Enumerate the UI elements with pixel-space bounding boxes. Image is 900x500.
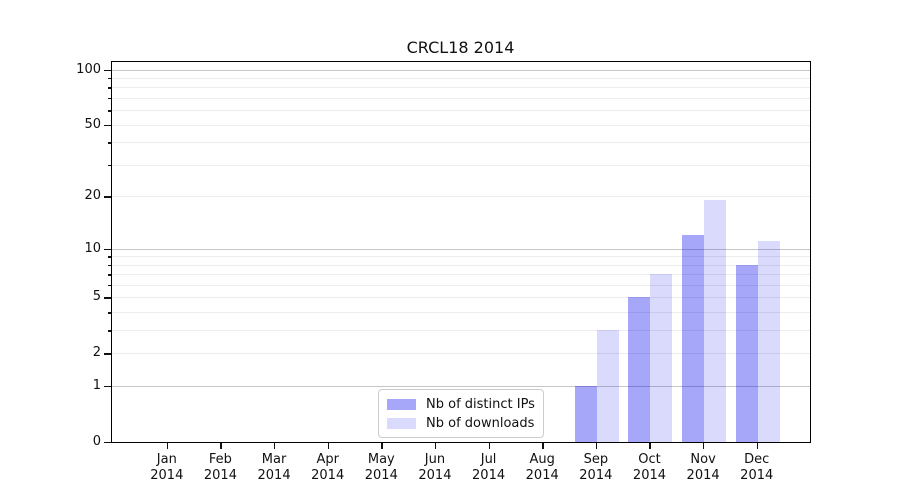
y-minor-tick-mark-30 (108, 164, 111, 167)
x-tick-mark-dec-2014 (756, 443, 759, 449)
legend-swatch-distinct-ips (387, 398, 416, 410)
y-tick-mark-100 (104, 69, 111, 71)
y-minor-tick-mark-6 (108, 284, 111, 287)
y-tick-mark-0 (104, 442, 111, 444)
x-tick-mark-jun-2014 (434, 443, 437, 449)
y-tick-mark-5 (104, 297, 111, 299)
legend: Nb of distinct IPs Nb of downloads (378, 389, 544, 438)
gridline-minor-2 (112, 353, 810, 355)
x-tick-mark-oct-2014 (649, 443, 651, 449)
y-tick-label-10: 10 (84, 240, 101, 256)
plot-area (111, 61, 811, 443)
legend-label-distinct-ips: Nb of distinct IPs (426, 396, 535, 412)
x-tick-mark-mar-2014 (274, 443, 276, 449)
x-tick-mark-nov-2014 (703, 443, 705, 449)
y-tick-mark-20 (104, 196, 111, 198)
gridline-minor-3 (112, 330, 810, 332)
gridline-minor-30 (112, 164, 810, 166)
x-tick-mark-apr-2014 (327, 443, 330, 449)
y-tick-label-5: 5 (92, 289, 101, 305)
y-tick-label-100: 100 (76, 61, 101, 77)
x-tick-label-apr-2014: Apr 2014 (311, 452, 345, 483)
y-tick-label-2: 2 (92, 345, 101, 361)
gridline-minor-60 (112, 110, 810, 112)
gridline-minor-70 (112, 98, 810, 100)
y-tick-mark-50 (104, 124, 111, 127)
bar-nov-2014-nb-of-downloads (704, 200, 727, 442)
x-tick-label-nov-2014: Nov 2014 (686, 452, 720, 483)
gridline-minor-6 (112, 284, 810, 286)
bar-oct-2014-nb-of-distinct-ips (628, 297, 651, 442)
gridline-minor-7 (112, 274, 810, 276)
gridline-major-1 (112, 386, 810, 388)
y-minor-tick-mark-3 (108, 330, 111, 332)
x-tick-label-jul-2014: Jul 2014 (472, 452, 506, 483)
y-minor-tick-mark-7 (108, 274, 111, 276)
x-tick-label-sep-2014: Sep 2014 (579, 452, 613, 483)
y-tick-mark-2 (104, 353, 111, 355)
y-minor-tick-mark-8 (108, 264, 111, 267)
x-tick-mark-aug-2014 (542, 443, 544, 449)
x-tick-mark-may-2014 (381, 443, 383, 449)
x-tick-mark-sep-2014 (595, 443, 598, 449)
bar-oct-2014-nb-of-downloads (650, 274, 673, 442)
bar-sep-2014-nb-of-distinct-ips (574, 386, 597, 442)
legend-item-distinct-ips: Nb of distinct IPs (387, 396, 535, 412)
chart-title: CRCL18 2014 (406, 38, 515, 57)
x-tick-label-jan-2014: Jan 2014 (150, 452, 184, 483)
gridline-minor-90 (112, 78, 810, 80)
y-tick-label-20: 20 (84, 188, 101, 204)
x-tick-label-mar-2014: Mar 2014 (257, 452, 291, 483)
y-minor-tick-mark-40 (108, 142, 111, 144)
y-minor-tick-mark-80 (108, 87, 111, 89)
gridline-minor-4 (112, 312, 810, 314)
y-minor-tick-mark-9 (108, 256, 111, 258)
x-tick-label-oct-2014: Oct 2014 (632, 452, 667, 483)
x-tick-label-dec-2014: Dec 2014 (740, 452, 774, 483)
y-tick-label-0: 0 (92, 434, 101, 449)
y-minor-tick-mark-60 (108, 110, 111, 112)
x-tick-label-jun-2014: Jun 2014 (418, 452, 452, 483)
x-tick-label-may-2014: May 2014 (364, 452, 398, 483)
x-tick-label-feb-2014: Feb 2014 (203, 452, 237, 483)
bar-sep-2014-nb-of-downloads (596, 330, 619, 442)
gridline-minor-5 (112, 297, 810, 299)
gridline-minor-9 (112, 256, 810, 258)
gridline-major-100 (112, 69, 810, 71)
bar-dec-2014-nb-of-downloads (757, 241, 780, 442)
legend-swatch-downloads (387, 417, 416, 429)
bar-dec-2014-nb-of-distinct-ips (735, 264, 758, 442)
legend-item-downloads: Nb of downloads (387, 415, 535, 431)
x-tick-label-aug-2014: Aug 2014 (525, 452, 559, 483)
legend-label-downloads: Nb of downloads (426, 415, 535, 431)
y-tick-label-50: 50 (84, 116, 101, 132)
x-tick-mark-jul-2014 (488, 443, 490, 449)
y-minor-tick-mark-90 (108, 78, 111, 80)
y-minor-tick-mark-4 (108, 312, 111, 314)
y-tick-mark-10 (104, 248, 111, 250)
y-tick-label-1: 1 (92, 378, 101, 394)
gridline-major-10 (112, 248, 810, 250)
bar-nov-2014-nb-of-distinct-ips (682, 235, 705, 442)
y-minor-tick-mark-70 (108, 98, 111, 100)
y-tick-mark-1 (104, 386, 111, 388)
gridline-minor-20 (112, 196, 810, 198)
gridline-minor-40 (112, 142, 810, 144)
x-tick-mark-feb-2014 (220, 443, 222, 449)
x-tick-mark-jan-2014 (166, 443, 169, 449)
gridline-minor-80 (112, 87, 810, 89)
gridline-minor-50 (112, 124, 810, 126)
gridline-minor-8 (112, 264, 810, 266)
